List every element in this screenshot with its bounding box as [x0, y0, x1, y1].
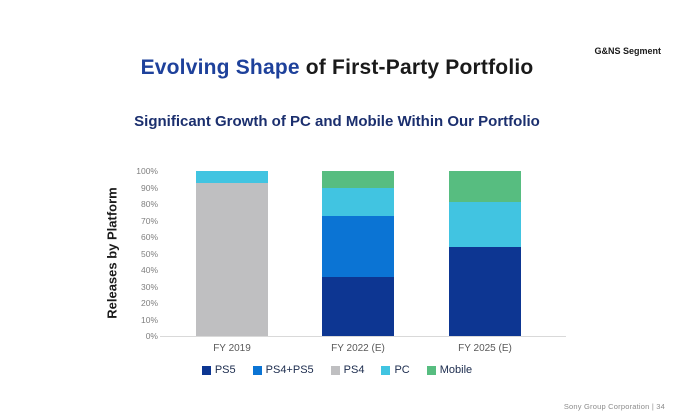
bar-fy-2025-e	[449, 171, 521, 336]
bar-segment-pc	[322, 187, 394, 216]
legend-swatch-icon	[201, 365, 211, 375]
y-tick-label: 80%	[140, 199, 158, 209]
x-category-label: FY 2019	[213, 343, 251, 354]
bar-fy-2019	[196, 171, 268, 336]
legend-swatch-icon	[252, 365, 262, 375]
y-tick-label: 50%	[140, 248, 158, 259]
legend-swatch-icon	[330, 365, 340, 375]
footer-text: Sony Group Corporation | 34	[563, 402, 665, 411]
x-category-label: FY 2022 (E)	[331, 343, 385, 354]
legend-label: Mobile	[439, 364, 473, 376]
legend-item-pc: PC	[381, 364, 410, 376]
slide-subtitle: Significant Growth of PC and Mobile With…	[134, 113, 540, 130]
bar-segment-ps4	[196, 182, 268, 336]
legend-item-ps4-ps5: PS4+PS5	[252, 364, 314, 376]
y-tick-label: 20%	[140, 298, 158, 308]
bar-segment-ps5	[449, 246, 521, 336]
legend-item-ps4: PS4	[330, 364, 365, 376]
legend-swatch-icon	[381, 365, 391, 375]
x-category-label: FY 2025 (E)	[458, 343, 512, 354]
y-tick-label: 90%	[140, 182, 158, 193]
y-tick-label: 100%	[136, 166, 158, 176]
slide-title: Evolving Shape of First-Party Portfolio	[0, 56, 674, 80]
bar-fy-2022-e	[322, 171, 394, 336]
bar-segment-pc	[196, 171, 268, 183]
bar-segment-mobile	[449, 171, 521, 203]
bar-segment-ps4-ps5	[322, 215, 394, 277]
legend-label: PS4+PS5	[265, 364, 314, 376]
y-tick-label: 60%	[140, 232, 158, 242]
y-tick-label: 10%	[140, 314, 158, 325]
bar-segment-ps5	[322, 276, 394, 336]
legend-swatch-icon	[426, 365, 436, 375]
stacked-bar-plot	[163, 171, 565, 336]
y-tick-label: 30%	[140, 281, 158, 292]
legend-label: PC	[394, 364, 410, 376]
y-tick-label: 40%	[140, 265, 158, 275]
y-tick-label: 0%	[145, 331, 158, 341]
legend-item-ps5: PS5	[201, 364, 236, 376]
bar-segment-mobile	[322, 171, 394, 188]
legend-label: PS4	[343, 364, 365, 376]
legend-label: PS5	[214, 364, 236, 376]
x-axis-labels: FY 2019 FY 2022 (E) FY 2025 (E)	[0, 343, 674, 357]
segment-label: G&NS Segment	[594, 46, 661, 56]
chart-legend: PS5 PS4+PS5 PS4 PC Mobile	[0, 364, 674, 376]
legend-item-mobile: Mobile	[426, 364, 473, 376]
y-tick-label: 70%	[140, 215, 158, 226]
x-axis-line	[160, 336, 566, 337]
title-highlight: Evolving Shape	[140, 56, 300, 79]
bar-segment-pc	[449, 202, 521, 247]
y-axis-ticks: 0% 10% 20% 30% 40% 50% 60% 70% 80% 90% 100%	[126, 166, 158, 341]
title-rest: of First-Party Portfolio	[299, 56, 534, 79]
